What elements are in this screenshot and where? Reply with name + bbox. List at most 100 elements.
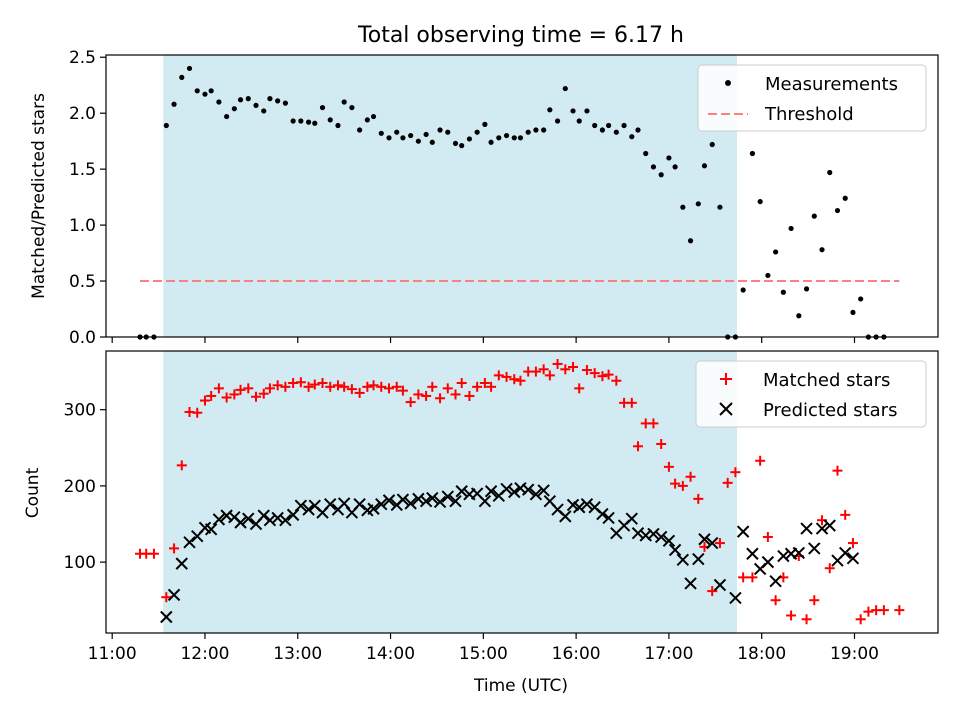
predicted-star-point (263, 513, 277, 527)
measurement-point (349, 104, 355, 111)
matched-star-point (295, 377, 306, 388)
predicted-star-point-b (470, 487, 484, 500)
matched-star-point (413, 389, 424, 400)
measurement-point (378, 130, 384, 136)
predicted-star-point-b (777, 549, 790, 563)
measurement-point (570, 108, 576, 114)
measurement-point (282, 100, 288, 106)
predicted-star-point (537, 484, 550, 497)
predicted-star-point (500, 482, 513, 496)
measurement-point (850, 309, 856, 315)
predicted-star-point (478, 494, 492, 508)
measurements-points (137, 65, 887, 340)
predicted-star-point-b (846, 552, 860, 565)
predicted-star-point (647, 527, 660, 541)
predicted-star-point-b (521, 483, 535, 496)
measurement-point (357, 127, 363, 133)
matched-star-point (362, 381, 373, 392)
measurement-point (267, 96, 273, 102)
predicted-star-point (353, 497, 366, 511)
predicted-star-point-b (676, 553, 690, 567)
matched-star-point (656, 438, 667, 449)
predicted-star-point (294, 499, 308, 512)
predicted-star-point (529, 488, 543, 501)
legend-threshold-label: Threshold (764, 104, 854, 125)
matched-star-point (501, 371, 512, 382)
measurement-point (335, 122, 341, 129)
matched-star-point (397, 385, 408, 396)
measurement-point (488, 139, 494, 145)
matched-star-point (354, 387, 365, 398)
predicted-star-point-b (537, 484, 550, 497)
x-tick-label: 16:00 (552, 644, 601, 664)
predicted-star-point-b (529, 488, 543, 501)
matched-star-point (221, 392, 232, 403)
measurement-point (547, 107, 553, 113)
measurement-point (576, 118, 582, 124)
measurement-point (554, 118, 561, 124)
measurement-point (709, 141, 715, 148)
top-y-axis-label: Matched/Predicted stars (29, 93, 49, 299)
matched-star-point (427, 381, 438, 392)
matched-star-point (148, 548, 159, 559)
bottom-axes-frame (105, 350, 939, 634)
predicted-star-point (777, 549, 790, 563)
predicted-star-point-b (647, 527, 660, 541)
predicted-star-point (271, 511, 284, 525)
predicted-star-point-b (353, 497, 366, 511)
matched-star-point (832, 465, 843, 476)
predicted-star-point (382, 494, 396, 507)
predicted-star-point-b (183, 536, 196, 549)
predicted-star-point (279, 513, 292, 527)
chart-title: Total observing time = 6.17 h (357, 23, 684, 48)
matched-star-point (755, 455, 766, 466)
bottom-y-axis-label: Count (23, 467, 43, 518)
predicted-star-point-b (662, 534, 676, 547)
predicted-star-point (160, 610, 173, 624)
matched-star-point (280, 381, 291, 392)
legend-predicted-marker (719, 402, 733, 416)
predicted-star-point-b (713, 578, 727, 592)
measurement-point (370, 113, 377, 120)
measurement-point (459, 143, 465, 149)
predicted-star-point (484, 485, 498, 498)
predicted-stars-points (160, 481, 860, 624)
predicted-star-point (242, 512, 255, 525)
matched-star-point (840, 509, 851, 520)
matched-star-point (176, 460, 187, 471)
matched-star-point (464, 390, 475, 401)
matched-star-point (809, 595, 820, 606)
predicted-star-point (692, 552, 705, 566)
measurement-point (445, 129, 451, 135)
matched-star-point (509, 374, 520, 385)
predicted-star-point (441, 490, 454, 503)
predicted-star-point (404, 497, 417, 510)
matched-star-point (589, 368, 600, 379)
matched-star-point (161, 592, 172, 603)
predicted-star-point-b (324, 497, 337, 511)
measurement-point (194, 88, 200, 94)
predicted-star-point-b (478, 494, 492, 508)
predicted-star-point-b (375, 497, 388, 511)
matched-star-point (663, 461, 674, 472)
matched-star-point (801, 614, 812, 625)
matched-star-point (538, 364, 549, 375)
measurement-point (415, 138, 421, 144)
matched-star-point (493, 370, 504, 381)
matched-star-point (303, 381, 314, 392)
predicted-star-point-b (257, 509, 270, 522)
matched-star-point (730, 467, 741, 478)
predicted-star-point-b (769, 574, 782, 588)
x-axis-label: Time (UTC) (473, 676, 568, 696)
matched-star-point (309, 379, 320, 390)
matched-star-point (574, 383, 585, 394)
matched-star-point (597, 371, 608, 382)
predicted-star-point (676, 553, 690, 567)
predicted-star-point (375, 497, 388, 511)
predicted-star-point-b (543, 494, 557, 508)
measurement-point (749, 150, 756, 157)
predicted-star-point-b (308, 499, 321, 512)
measurement-point (466, 136, 473, 142)
measurement-point (290, 118, 296, 124)
y-tick-label: 0.0 (69, 328, 96, 348)
